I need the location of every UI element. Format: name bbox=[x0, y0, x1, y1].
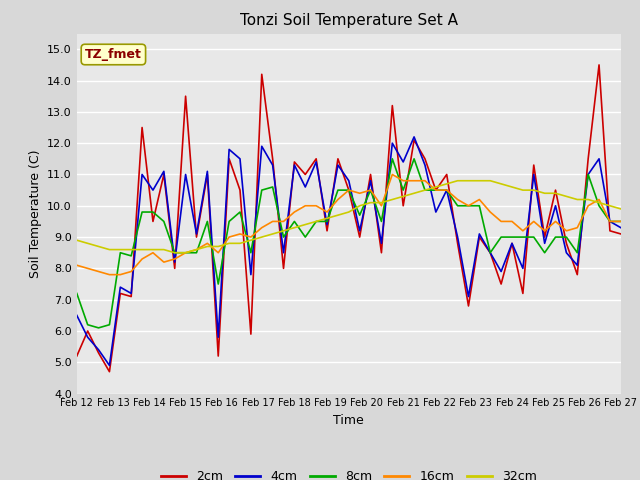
4cm bbox=[73, 312, 81, 318]
2cm bbox=[606, 228, 614, 234]
8cm bbox=[486, 250, 494, 256]
4cm bbox=[486, 250, 494, 256]
2cm bbox=[595, 62, 603, 68]
2cm bbox=[106, 369, 113, 374]
32cm bbox=[486, 178, 494, 184]
4cm bbox=[106, 362, 113, 368]
16cm bbox=[247, 234, 255, 240]
16cm bbox=[606, 218, 614, 224]
8cm bbox=[617, 218, 625, 224]
32cm bbox=[454, 178, 461, 184]
Line: 2cm: 2cm bbox=[77, 65, 621, 372]
32cm bbox=[606, 203, 614, 209]
4cm bbox=[454, 234, 461, 240]
4cm bbox=[247, 272, 255, 277]
Y-axis label: Soil Temperature (C): Soil Temperature (C) bbox=[29, 149, 42, 278]
2cm bbox=[258, 72, 266, 77]
16cm bbox=[73, 263, 81, 268]
8cm bbox=[247, 250, 255, 256]
8cm bbox=[454, 203, 461, 209]
8cm bbox=[95, 325, 102, 331]
16cm bbox=[454, 197, 461, 203]
8cm bbox=[258, 187, 266, 193]
2cm bbox=[204, 171, 211, 177]
32cm bbox=[73, 237, 81, 243]
4cm bbox=[204, 168, 211, 174]
Line: 4cm: 4cm bbox=[77, 137, 621, 365]
8cm bbox=[204, 218, 211, 224]
32cm bbox=[247, 237, 255, 243]
2cm bbox=[617, 231, 625, 237]
16cm bbox=[258, 225, 266, 230]
4cm bbox=[258, 144, 266, 149]
8cm bbox=[73, 290, 81, 296]
8cm bbox=[388, 156, 396, 162]
16cm bbox=[617, 218, 625, 224]
4cm bbox=[606, 218, 614, 224]
X-axis label: Time: Time bbox=[333, 414, 364, 427]
Line: 32cm: 32cm bbox=[77, 181, 621, 253]
32cm bbox=[171, 250, 179, 256]
Title: Tonzi Soil Temperature Set A: Tonzi Soil Temperature Set A bbox=[240, 13, 458, 28]
16cm bbox=[486, 209, 494, 215]
32cm bbox=[443, 181, 451, 187]
32cm bbox=[617, 206, 625, 212]
4cm bbox=[617, 225, 625, 230]
32cm bbox=[258, 234, 266, 240]
8cm bbox=[606, 218, 614, 224]
16cm bbox=[388, 171, 396, 177]
Legend: 2cm, 4cm, 8cm, 16cm, 32cm: 2cm, 4cm, 8cm, 16cm, 32cm bbox=[156, 465, 541, 480]
32cm bbox=[204, 243, 211, 249]
2cm bbox=[247, 331, 255, 337]
16cm bbox=[106, 272, 113, 277]
Text: TZ_fmet: TZ_fmet bbox=[85, 48, 142, 61]
Line: 8cm: 8cm bbox=[77, 159, 621, 328]
16cm bbox=[204, 240, 211, 246]
Line: 16cm: 16cm bbox=[77, 174, 621, 275]
4cm bbox=[410, 134, 418, 140]
2cm bbox=[443, 171, 451, 177]
2cm bbox=[476, 234, 483, 240]
2cm bbox=[73, 353, 81, 359]
